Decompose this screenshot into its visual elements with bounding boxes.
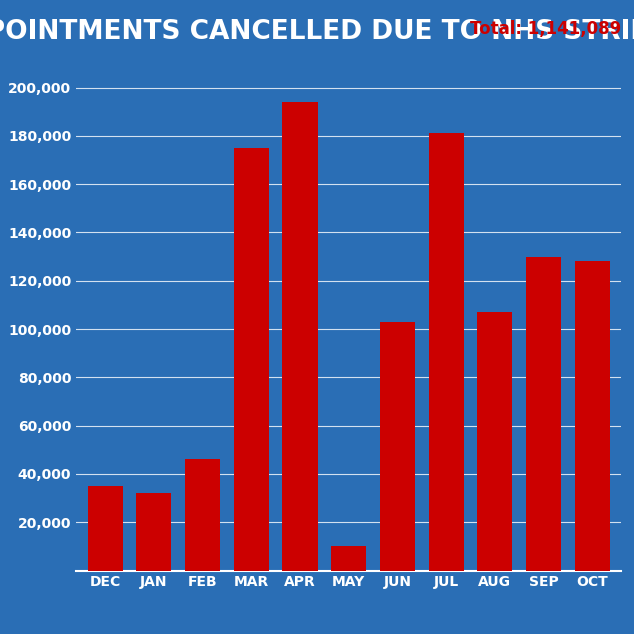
Bar: [380, 322, 415, 571]
Bar: [136, 493, 171, 571]
Bar: [574, 261, 610, 571]
Bar: [283, 102, 318, 571]
Bar: [331, 547, 366, 571]
Text: APPOINTMENTS CANCELLED DUE TO NHS STRIKES: APPOINTMENTS CANCELLED DUE TO NHS STRIKE…: [0, 18, 634, 45]
Bar: [477, 312, 512, 571]
Text: Total: 1,141,089: Total: 1,141,089: [470, 20, 621, 38]
Bar: [429, 133, 463, 571]
Bar: [185, 460, 220, 571]
Bar: [234, 148, 269, 571]
Bar: [526, 257, 561, 571]
Bar: [87, 486, 123, 571]
